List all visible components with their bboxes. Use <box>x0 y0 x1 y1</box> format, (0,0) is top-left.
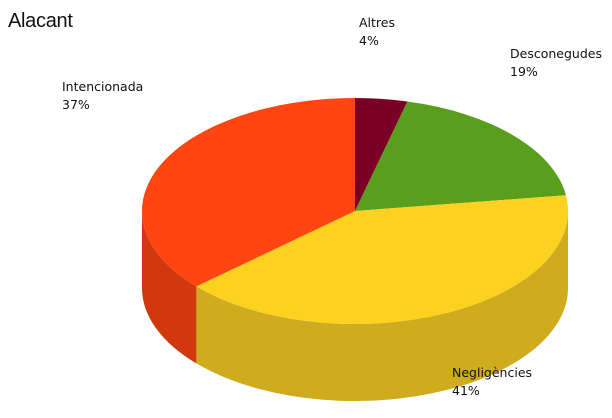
slice-label-name: Intencionada <box>62 79 143 94</box>
slice-label-name: Altres <box>359 15 395 30</box>
slice-label-percent: 37% <box>62 97 90 112</box>
slice-label-percent: 19% <box>510 64 538 79</box>
slice-label-name: Negligències <box>452 365 532 380</box>
pie-tops <box>142 98 569 325</box>
pie-slice-intencionada <box>142 98 355 287</box>
pie-slice-altres <box>355 98 408 211</box>
slice-label-percent: 41% <box>452 383 480 398</box>
slice-label-name: Desconegudes <box>510 46 602 61</box>
pie-slice-negligències <box>196 195 569 325</box>
pie-slice-desconegudes <box>355 101 566 211</box>
pie-labels: Altres 4% Desconegudes 19% Negligències 41% In… <box>62 15 602 398</box>
pie-sides <box>142 211 568 402</box>
slice-label-percent: 4% <box>359 33 379 48</box>
pie-side-negligències <box>196 211 568 402</box>
pie-side-intencionada <box>142 211 197 364</box>
chart-title: Alacant <box>8 10 73 32</box>
